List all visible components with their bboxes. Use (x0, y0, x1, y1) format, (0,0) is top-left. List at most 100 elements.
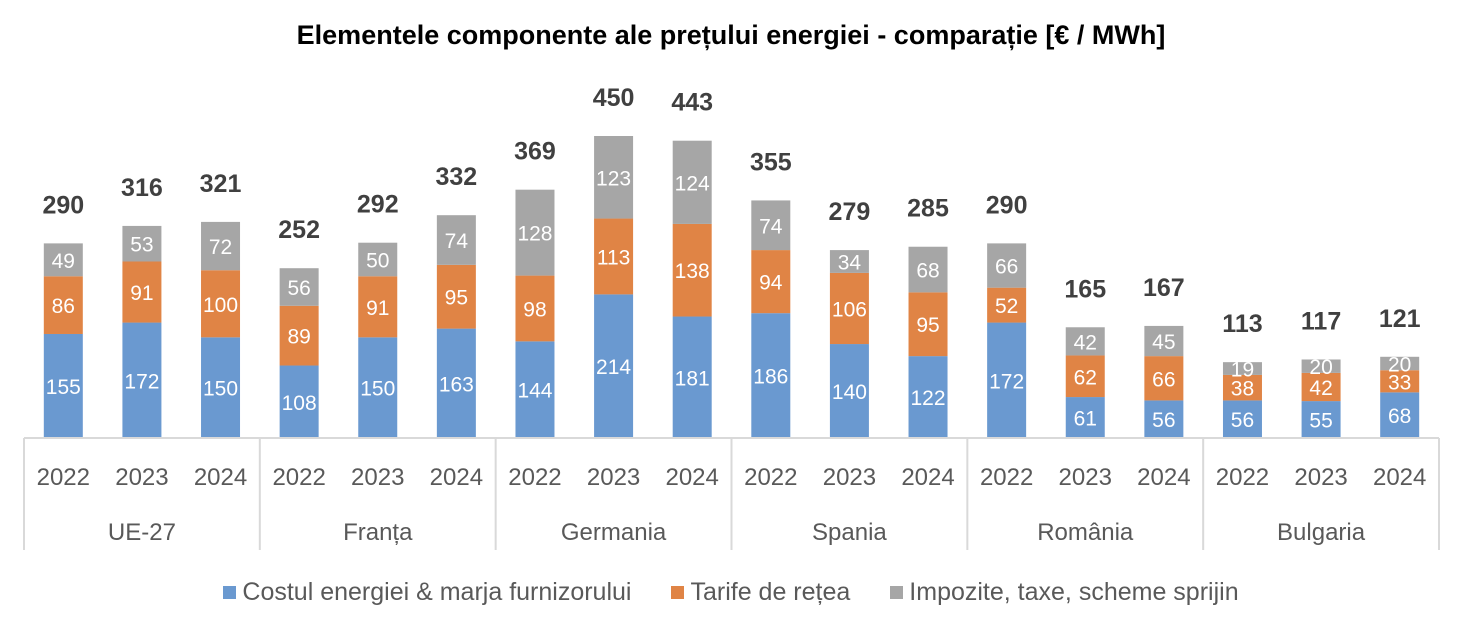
x-tick-label: 2023 (1059, 464, 1112, 491)
bar-segment (43, 333, 83, 438)
group-label: Spania (812, 519, 887, 546)
bar-segment (515, 341, 555, 438)
total-label: 167 (1143, 274, 1185, 302)
bar-segment (672, 316, 712, 438)
bar-segment (1222, 374, 1262, 401)
bar-segment (594, 218, 634, 295)
bar-segment (751, 200, 791, 251)
data-label: 72 (209, 236, 232, 259)
bar-segment (122, 225, 162, 262)
data-label: 45 (1152, 331, 1175, 354)
data-label: 20 (1388, 354, 1411, 377)
group-label: România (1037, 519, 1134, 546)
data-label: 128 (517, 223, 552, 246)
legend-item-taxes: Impozite, taxe, scheme sprijin (890, 578, 1239, 607)
bar-segment (987, 287, 1027, 323)
bar-segment (1380, 370, 1420, 393)
x-tick-label: 2023 (587, 464, 640, 491)
bar-segment (1144, 356, 1184, 401)
bar-segment (515, 189, 555, 276)
bar-segment (594, 136, 634, 219)
bar-segment (43, 243, 83, 277)
total-label: 252 (278, 216, 320, 244)
x-tick-label: 2024 (194, 464, 247, 491)
x-tick-label: 2024 (901, 464, 954, 491)
data-label: 106 (832, 298, 867, 321)
data-label: 91 (366, 297, 389, 320)
data-label: 68 (1388, 405, 1411, 428)
data-label: 56 (1231, 409, 1254, 432)
x-tick-label: 2022 (272, 464, 325, 491)
bar-segment (201, 270, 241, 338)
data-label: 91 (130, 282, 153, 305)
data-label: 214 (596, 356, 631, 379)
data-label: 95 (445, 287, 468, 310)
data-label: 144 (517, 380, 552, 403)
data-label: 49 (52, 250, 75, 273)
bar-segment (987, 322, 1027, 438)
bar-segment (436, 215, 476, 265)
total-label: 332 (436, 163, 478, 191)
data-label: 33 (1388, 371, 1411, 394)
bar-segment (358, 276, 398, 338)
bar-segment (1222, 362, 1262, 375)
bar-segment (436, 264, 476, 329)
data-label: 66 (995, 256, 1018, 279)
legend-swatch-network-tariffs (671, 586, 685, 599)
total-label: 121 (1379, 305, 1421, 333)
x-tick-label: 2022 (744, 464, 797, 491)
bar-segment (279, 365, 319, 438)
bar-segment (122, 261, 162, 323)
x-tick-label: 2022 (980, 464, 1033, 491)
bar-segment (436, 328, 476, 438)
data-label: 62 (1074, 366, 1097, 389)
legend-label-energy-cost: Costul energiei & marja furnizorului (242, 578, 632, 606)
bar-segment (1065, 397, 1105, 438)
bar-segment (515, 275, 555, 342)
legend-item-network-tariffs: Tarife de rețea (671, 578, 850, 607)
bar-segment (751, 250, 791, 314)
data-label: 181 (675, 367, 710, 390)
bar-segment (1301, 372, 1341, 402)
bar-segment (1222, 400, 1262, 438)
total-label: 355 (750, 148, 792, 176)
x-tick-label: 2023 (823, 464, 876, 491)
data-label: 52 (995, 295, 1018, 318)
x-tick-label: 2024 (1373, 464, 1426, 491)
data-label: 74 (445, 230, 469, 253)
bar-segment (672, 140, 712, 224)
data-label: 61 (1074, 408, 1097, 431)
data-label: 108 (282, 392, 317, 415)
data-label: 94 (759, 272, 783, 295)
bar-segment (279, 268, 319, 306)
data-label: 186 (753, 366, 788, 389)
bar-segment (122, 322, 162, 438)
data-label: 55 (1309, 410, 1332, 433)
bar-segment (908, 292, 948, 357)
x-tick-label: 2022 (1216, 464, 1269, 491)
data-label: 38 (1231, 378, 1254, 401)
bar-segment (358, 242, 398, 277)
legend-item-energy-cost: Costul energiei & marja furnizorului (223, 578, 631, 607)
bar-segment (1380, 356, 1420, 371)
data-label: 19 (1231, 359, 1254, 382)
bar-segment (908, 246, 948, 293)
x-tick-label: 2024 (665, 464, 718, 491)
data-label: 163 (439, 373, 474, 396)
total-label: 290 (42, 191, 84, 219)
data-label: 42 (1074, 331, 1097, 354)
data-label: 122 (911, 387, 946, 410)
data-label: 56 (1152, 409, 1175, 432)
bar-segment (672, 223, 712, 317)
data-label: 68 (916, 260, 939, 283)
data-label: 172 (989, 370, 1024, 393)
data-label: 124 (675, 172, 710, 195)
x-tick-label: 2022 (37, 464, 90, 491)
total-label: 113 (1222, 310, 1262, 338)
data-label: 86 (52, 295, 75, 318)
bar-segment (1380, 392, 1420, 438)
data-label: 150 (360, 378, 395, 401)
group-label: Germania (561, 519, 667, 546)
total-label: 321 (200, 170, 242, 198)
data-label: 34 (838, 251, 862, 274)
